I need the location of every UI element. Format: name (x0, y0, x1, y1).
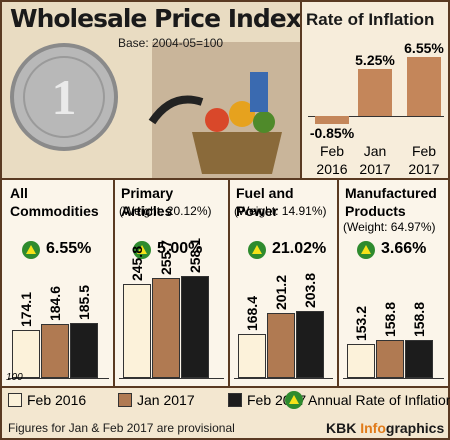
bar (41, 323, 69, 378)
illustration: 1 (2, 2, 300, 178)
footnote: Figures for Jan & Feb 2017 are provision… (8, 421, 235, 435)
rate-icon-arrow (361, 245, 371, 254)
bar (12, 330, 40, 378)
rate-icon-arrow (26, 245, 36, 254)
bar (152, 277, 180, 378)
y-tick-label: 100 (6, 372, 23, 383)
category-note: (Weight: 64.97%) (343, 220, 436, 234)
baseline (119, 378, 224, 379)
baseline (234, 378, 333, 379)
category-note: (Weight: 14.91%) (234, 204, 327, 218)
annual-rate: 3.66% (381, 240, 427, 257)
x-tick-label: Feb 2016 (316, 143, 348, 177)
rate-icon (357, 241, 375, 259)
value-label: 203.8 (302, 273, 318, 309)
bar (238, 334, 266, 378)
value-label: 5.25% (355, 51, 395, 68)
value-label: 168.4 (244, 296, 260, 332)
rate-icon-arrow (252, 245, 262, 254)
value-label: 174.1 (18, 292, 34, 328)
brand-highlight: Info (360, 420, 386, 436)
value-label: 201.2 (273, 274, 289, 310)
bar (376, 340, 404, 378)
annual-rate: 21.02% (272, 240, 327, 257)
title: Wholesale Price Index (10, 4, 302, 33)
value-label: -0.85% (309, 124, 355, 141)
legend-label: Feb 2016 (27, 392, 87, 408)
brand: KBK Infographics (326, 420, 444, 436)
value-label: 158.8 (382, 302, 398, 338)
rate-icon (248, 241, 266, 259)
value-label: 6.55% (404, 40, 444, 57)
bar (296, 311, 324, 378)
baseline (343, 378, 444, 379)
value-label: 184.6 (47, 285, 63, 321)
value-label: 258.1 (187, 238, 203, 274)
subtitle: Base: 2004-05=100 (118, 36, 224, 50)
panel-divider (337, 180, 339, 386)
bar (267, 312, 295, 378)
value-label: 255.7 (158, 239, 174, 275)
bar (315, 116, 349, 124)
inflation-title: Rate of Inflation (306, 10, 435, 29)
x-tick-label: Jan 2017 (359, 143, 391, 177)
bar (358, 68, 392, 116)
legend-swatch (228, 393, 242, 407)
bar (123, 284, 151, 378)
rate-icon (133, 241, 151, 259)
value-label: 153.2 (353, 305, 369, 341)
rate-icon (285, 391, 303, 409)
rate-icon-arrow (289, 395, 299, 404)
category-title: Manufactured Products (345, 185, 437, 219)
rate-icon-arrow (137, 245, 147, 254)
bar (70, 323, 98, 378)
brand-prefix: KBK (326, 420, 357, 436)
legend-label: Annual Rate of Inflation (308, 392, 450, 408)
value-label: 158.8 (411, 302, 427, 338)
baseline (308, 116, 444, 117)
category-title: All Commodities (10, 185, 99, 219)
annual-rate: 5.00% (157, 240, 203, 257)
category-title: Primary Articles (121, 185, 174, 219)
legend-swatch (118, 393, 132, 407)
bar (347, 343, 375, 378)
baseline (8, 378, 109, 379)
legend-swatch (8, 393, 22, 407)
bar (407, 57, 441, 116)
x-tick-label: Feb 2017 (408, 143, 440, 177)
panel-divider (113, 180, 115, 386)
category-note: (Weight: 20.12%) (119, 204, 212, 218)
brand-suffix: graphics (385, 420, 445, 436)
value-label: 185.5 (76, 285, 92, 321)
panel-divider (228, 180, 230, 386)
svg-text:1: 1 (52, 69, 77, 125)
rate-icon (22, 241, 40, 259)
value-label: 245.8 (129, 246, 145, 282)
annual-rate: 6.55% (46, 240, 92, 257)
legend-label: Jan 2017 (137, 392, 195, 408)
bar (405, 340, 433, 378)
category-title: Fuel and Power (236, 185, 294, 219)
bar (181, 276, 209, 378)
